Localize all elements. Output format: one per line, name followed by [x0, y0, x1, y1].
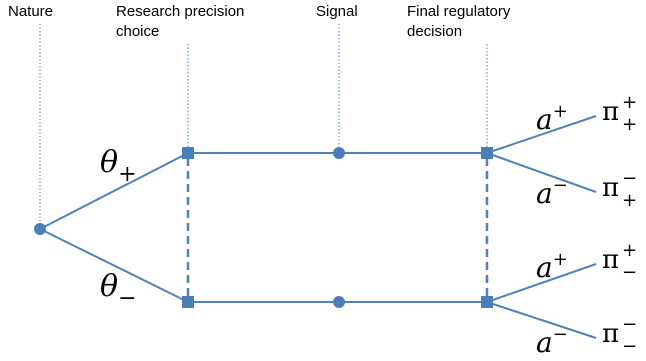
header-signal: Signal: [316, 3, 358, 20]
label-lower-a-minus: a−: [536, 324, 568, 359]
payoff-mp-sub: +: [622, 190, 637, 211]
node-research-upper: [182, 147, 194, 159]
edge-lower-a-plus: [486, 263, 597, 303]
edge-lower-a-minus: [486, 301, 597, 339]
tree-nodes: [34, 147, 493, 308]
label-theta-plus: θ+: [100, 145, 137, 187]
node-signal-upper: [333, 147, 345, 159]
label-theta-minus: θ−: [100, 269, 137, 311]
payoff-mm-sub: −: [622, 336, 637, 357]
payoff-pp-sub: +: [622, 114, 637, 135]
node-decision-upper: [481, 147, 493, 159]
header-final-decision: Final regulatory decision: [407, 3, 511, 40]
payoff-pm-sub: −: [622, 262, 637, 283]
payoff-pp-base: π: [602, 97, 619, 127]
payoff-mp-base: π: [602, 173, 619, 203]
payoff-mm: π − −: [602, 314, 637, 357]
payoff-pm: π + −: [602, 240, 637, 283]
payoff-pm-sup: +: [622, 240, 637, 261]
guide-lines: [39, 24, 488, 224]
payoff-mm-base: π: [602, 319, 619, 349]
node-decision-lower: [481, 296, 493, 308]
tree-edges: [39, 115, 597, 339]
header-nature: Nature: [8, 3, 54, 20]
payoff-pp: π + +: [602, 92, 637, 135]
information-sets: [186, 158, 489, 297]
edge-upper-a-plus: [486, 115, 597, 154]
label-lower-a-plus: a+: [536, 249, 568, 284]
payoff-mp-sup: −: [622, 168, 637, 189]
edge-upper-a-minus: [486, 152, 597, 193]
payoff-mp: π − +: [602, 168, 637, 211]
label-upper-a-minus: a−: [536, 175, 568, 210]
payoff-mm-sup: −: [622, 314, 637, 335]
edge-theta-minus: [39, 228, 189, 303]
header-research-precision: Research precision choice: [116, 3, 245, 40]
node-signal-lower: [333, 296, 345, 308]
payoff-pp-sup: +: [622, 92, 637, 113]
payoff-pm-base: π: [602, 245, 619, 275]
edge-theta-plus: [39, 152, 189, 230]
node-research-lower: [182, 296, 194, 308]
node-nature: [34, 223, 46, 235]
label-upper-a-plus: a+: [536, 101, 568, 136]
